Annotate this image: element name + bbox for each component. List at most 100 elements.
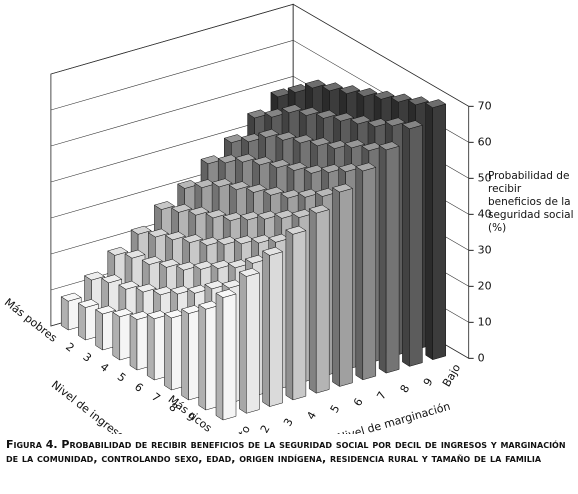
bar-top [147,228,169,238]
y-tick-label: 20 [478,279,492,292]
bar-top [210,260,232,269]
bar-top [309,137,331,147]
bar [215,289,237,421]
z-tick-label: 9 [421,376,436,389]
bar [238,268,260,414]
bar-top [141,256,163,265]
bar-top [227,259,249,269]
bar [129,311,151,371]
bar-top [355,162,377,172]
bar-top [268,233,290,243]
bar [198,300,220,411]
bar-top [361,142,383,151]
bar-top [245,184,268,193]
bar-top [153,201,176,210]
bar-top [216,236,238,245]
bar-top [286,162,308,171]
bar-top [118,280,140,290]
bar-side [355,166,364,381]
bar [261,246,284,408]
bar-top [163,309,186,319]
bar-top [332,112,355,122]
bar-top [331,183,354,193]
bar-top [211,178,233,188]
x-tick-label: 5 [115,370,129,385]
bar-side [198,304,207,411]
bar [94,305,117,351]
bar-front [246,272,260,414]
bar-side [95,309,103,351]
bar [378,141,400,374]
bar-top [77,299,100,308]
bar-top [180,305,203,314]
bar-top [83,271,106,281]
bar-top [344,139,366,149]
bar-top [146,310,168,320]
caption: Figura 4. Probabilidad de recibir benefi… [6,438,566,465]
bar-top [244,254,267,264]
bar-side [308,208,317,394]
bar-top [320,164,343,173]
bar-top [298,107,320,116]
bar-side [285,229,294,401]
z-tick-label: 6 [351,396,366,409]
bar-top [384,117,406,127]
bar-side [112,311,121,361]
bar-front [292,230,307,401]
bar-top [158,258,181,268]
bar-top [425,99,447,108]
bar-top [60,292,82,302]
z-axis-title: Nivel de marginación [336,400,452,434]
bar-side [164,313,172,391]
bar [112,308,134,361]
bar-top [112,308,134,318]
bar-top [169,285,192,295]
bar-top [315,109,338,119]
z-tick-label: 7 [374,389,389,402]
bar-top [228,181,250,190]
bar-top [401,120,424,130]
bar-top [356,88,378,97]
bar-top [188,206,210,216]
bar-top [130,225,152,235]
bar-top [177,180,199,189]
bar-top [107,246,129,256]
bar-top [199,237,221,246]
bar-top [321,82,344,92]
bar-top [339,85,361,94]
bar [401,120,424,367]
bar-top [367,118,389,128]
bar-top [221,279,243,289]
bar-top [291,209,313,218]
bar-top [240,133,263,143]
z-tick-label: 4 [304,409,319,422]
x-tick-label: 4 [98,360,112,375]
z-tick-label: Bajo [440,362,463,390]
bar-top [246,109,269,119]
bar-top [238,268,260,277]
bar-top [223,134,245,143]
bar-side [129,314,138,371]
bar-top [264,108,286,118]
bar [180,305,203,401]
z-tick-label: 8 [398,383,413,396]
z-tick-label: 3 [281,416,296,429]
bar-side [332,187,340,387]
bar-top [152,286,174,296]
bar-side [215,292,224,421]
bar [146,310,168,381]
bar-front [269,251,283,407]
bar-top [287,84,309,93]
bar-top [234,153,257,163]
z-tick-label: 2 [258,423,273,434]
y-tick-label: 30 [478,243,492,256]
bar-side [425,102,433,361]
bar-top [274,209,296,219]
bar-top [390,93,412,103]
y-axis-title: Probabilidad de recibir beneficios de la… [488,170,574,234]
bar-top [258,129,280,138]
bar-top [182,234,204,243]
bar [425,99,447,361]
